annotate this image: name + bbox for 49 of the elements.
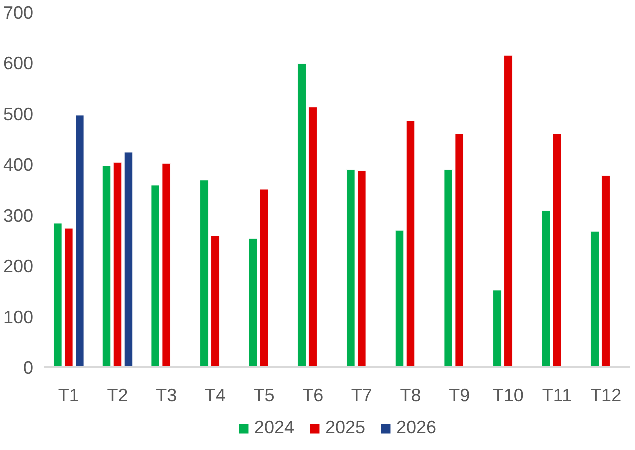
bar [124, 152, 134, 368]
x-tick-label: T10 [492, 386, 524, 406]
x-tick-label: T8 [400, 386, 422, 406]
bar [590, 231, 600, 368]
bar [406, 120, 416, 368]
bar [260, 189, 269, 368]
bar [395, 230, 404, 368]
y-tick-label: 500 [3, 104, 34, 124]
bar [444, 169, 453, 368]
y-tick-label: 700 [3, 3, 34, 23]
bar [493, 290, 502, 368]
x-tick-label: T9 [449, 386, 470, 406]
x-tick-label: T5 [254, 386, 275, 406]
y-tick-label: 0 [23, 358, 34, 378]
x-tick-label: T3 [156, 386, 178, 406]
x-tick-label: T4 [204, 386, 226, 406]
bar [308, 107, 318, 368]
bar [102, 166, 112, 368]
legend-label: 2024 [254, 418, 294, 438]
x-tick-label: T11 [542, 386, 572, 406]
y-tick-label: 200 [3, 256, 34, 277]
bar [542, 210, 551, 368]
bar [504, 55, 513, 368]
bar [602, 176, 610, 368]
y-tick-label: 600 [3, 54, 34, 74]
bar [64, 228, 74, 368]
bar [358, 170, 366, 368]
x-tick-label: T6 [302, 386, 324, 406]
bar [552, 134, 562, 368]
x-tick-label: T12 [590, 386, 622, 406]
bar [211, 236, 220, 368]
bar [346, 169, 356, 368]
y-tick-label: 100 [3, 307, 34, 328]
x-tick-label: T7 [351, 386, 372, 406]
legend-label: 2025 [325, 418, 366, 438]
bar [113, 162, 122, 368]
legend-label: 2026 [396, 418, 437, 438]
y-tick-label: 400 [3, 155, 34, 176]
bar [162, 163, 171, 368]
bar [298, 63, 306, 368]
bar [455, 134, 464, 368]
x-tick-label: T2 [107, 386, 128, 406]
y-tick-label: 300 [3, 206, 34, 226]
x-tick-label: T1 [58, 386, 80, 406]
bar [54, 223, 62, 368]
bar [248, 238, 258, 368]
bar [200, 180, 209, 368]
bar [151, 185, 160, 368]
bar [76, 115, 84, 368]
